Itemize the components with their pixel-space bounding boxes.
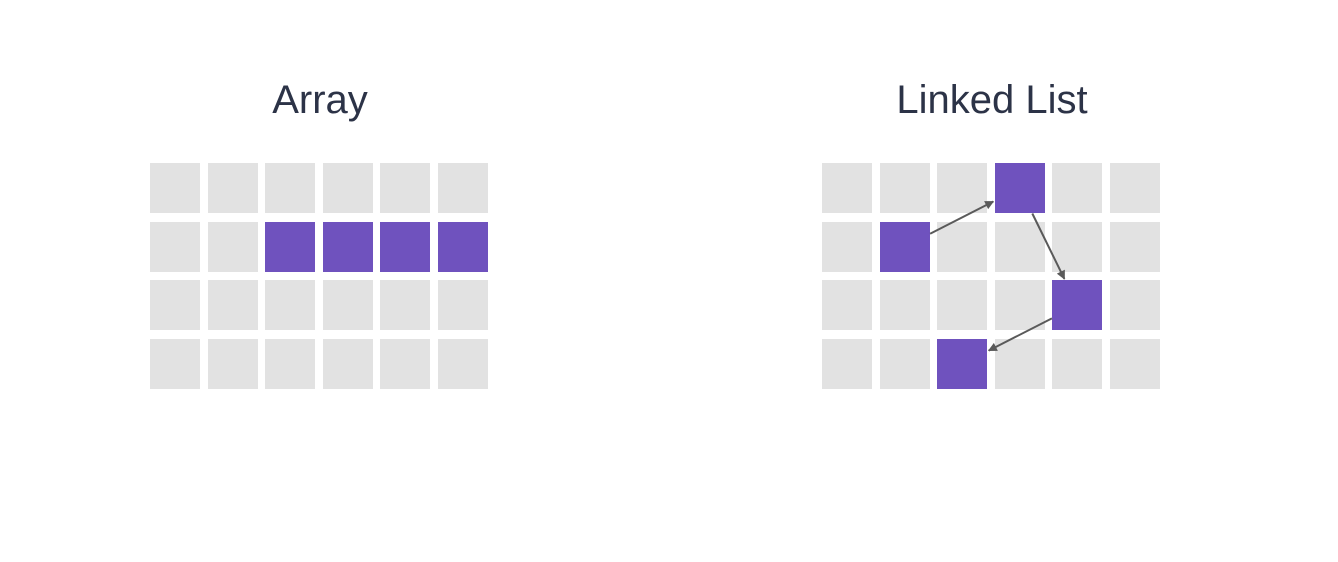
filled-cell-2-4 bbox=[1052, 280, 1103, 331]
filled-cell-1-2 bbox=[265, 221, 316, 272]
linked-list-panel: Linked List bbox=[822, 0, 1162, 400]
empty-cell-1-0 bbox=[150, 221, 200, 272]
empty-cell-0-5 bbox=[1109, 163, 1160, 213]
empty-cell-0-4 bbox=[380, 163, 431, 213]
empty-cell-3-5 bbox=[437, 339, 488, 390]
filled-cell-1-3 bbox=[322, 221, 373, 272]
empty-cell-0-2 bbox=[265, 163, 316, 213]
empty-cell-2-2 bbox=[937, 280, 988, 331]
empty-cell-3-5 bbox=[1109, 339, 1160, 390]
array-grid bbox=[150, 163, 490, 390]
empty-cell-3-4 bbox=[1052, 339, 1103, 390]
empty-cell-1-4 bbox=[1052, 221, 1103, 272]
empty-cell-1-2 bbox=[937, 221, 988, 272]
empty-cell-2-0 bbox=[822, 280, 872, 331]
empty-cell-3-4 bbox=[380, 339, 431, 390]
empty-cell-2-1 bbox=[879, 280, 930, 331]
array-title: Array bbox=[272, 78, 368, 122]
empty-cell-0-5 bbox=[437, 163, 488, 213]
empty-cell-0-2 bbox=[937, 163, 988, 213]
empty-cell-2-2 bbox=[265, 280, 316, 331]
empty-cell-3-0 bbox=[822, 339, 872, 390]
empty-cell-3-3 bbox=[994, 339, 1045, 390]
empty-cell-2-0 bbox=[150, 280, 200, 331]
empty-cell-0-4 bbox=[1052, 163, 1103, 213]
empty-cell-2-5 bbox=[437, 280, 488, 331]
empty-cell-3-2 bbox=[265, 339, 316, 390]
empty-cell-3-3 bbox=[322, 339, 373, 390]
empty-cell-3-0 bbox=[150, 339, 200, 390]
empty-cell-0-1 bbox=[879, 163, 930, 213]
empty-cell-2-3 bbox=[322, 280, 373, 331]
filled-cell-1-5 bbox=[437, 221, 488, 272]
linked-list-grid bbox=[822, 163, 1162, 390]
empty-cell-1-1 bbox=[207, 221, 258, 272]
empty-cell-0-1 bbox=[207, 163, 258, 213]
filled-cell-1-1 bbox=[879, 221, 930, 272]
empty-cell-2-4 bbox=[380, 280, 431, 331]
filled-cell-0-3 bbox=[994, 163, 1045, 213]
empty-cell-0-0 bbox=[822, 163, 872, 213]
empty-cell-1-0 bbox=[822, 221, 872, 272]
empty-cell-0-3 bbox=[322, 163, 373, 213]
empty-cell-0-0 bbox=[150, 163, 200, 213]
empty-cell-3-1 bbox=[207, 339, 258, 390]
empty-cell-2-1 bbox=[207, 280, 258, 331]
array-panel: Array bbox=[150, 0, 490, 400]
empty-cell-1-3 bbox=[994, 221, 1045, 272]
empty-cell-2-5 bbox=[1109, 280, 1160, 331]
linked-list-title: Linked List bbox=[896, 78, 1088, 122]
empty-cell-1-5 bbox=[1109, 221, 1160, 272]
filled-cell-3-2 bbox=[937, 339, 988, 390]
empty-cell-2-3 bbox=[994, 280, 1045, 331]
empty-cell-3-1 bbox=[879, 339, 930, 390]
filled-cell-1-4 bbox=[380, 221, 431, 272]
